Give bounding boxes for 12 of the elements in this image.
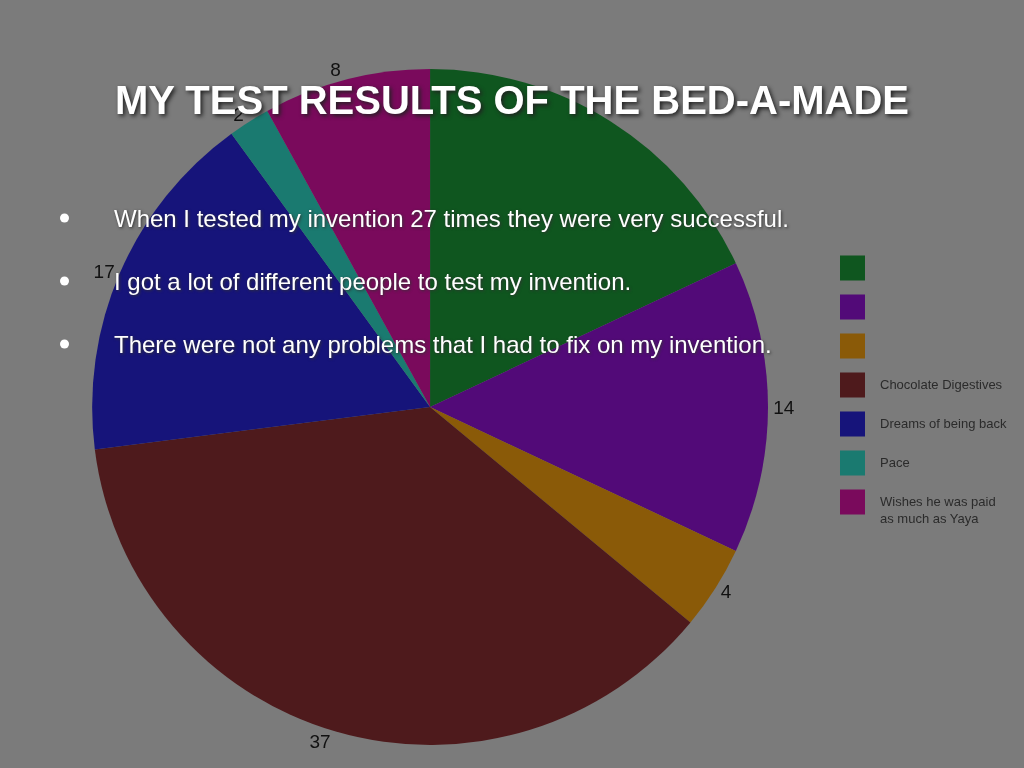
data-label: 8 xyxy=(330,59,341,81)
legend-label: Dreams of being back xyxy=(880,416,1007,431)
legend-label: Wishes he was paid as much as Yaya xyxy=(880,494,996,526)
data-label: 4 xyxy=(720,580,732,602)
pie-slice xyxy=(430,407,736,623)
text: I got a lot of different people to test my invention. xyxy=(114,268,632,295)
legend-label: Pace xyxy=(880,455,910,470)
data-label: 17 xyxy=(93,260,115,282)
text: There were not any problems that I had to fix on my invention. xyxy=(114,331,772,358)
legend-label: Chocolate Digestives xyxy=(880,377,1003,392)
data-label: 14 xyxy=(773,396,795,418)
data-label: 37 xyxy=(309,730,331,752)
